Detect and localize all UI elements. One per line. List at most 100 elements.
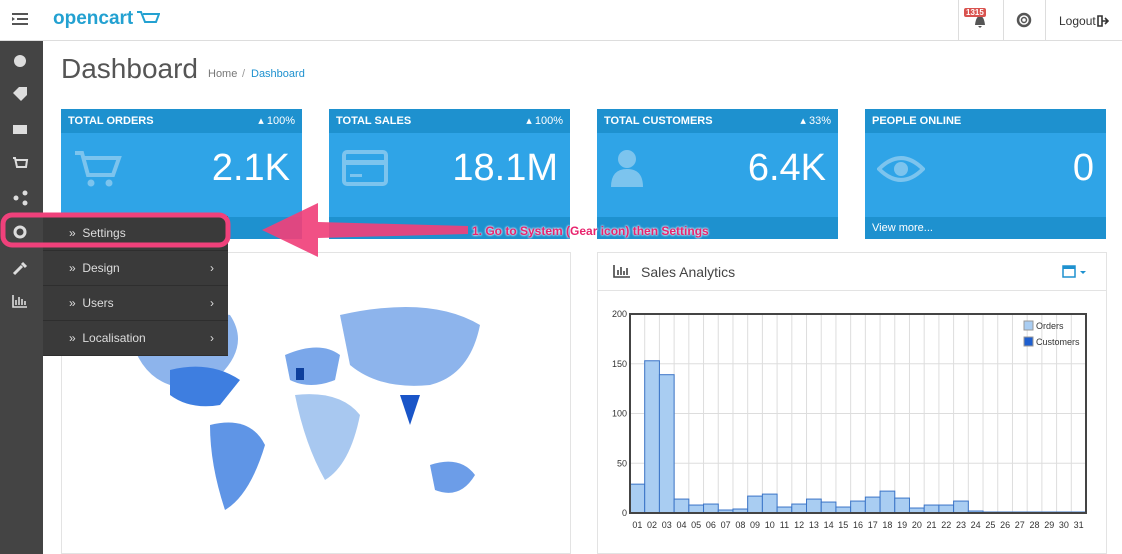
menu-item[interactable]: » Localisation › — [43, 321, 228, 356]
x-tick-label: 22 — [941, 520, 951, 530]
tile-title: TOTAL CUSTOMERS — [604, 115, 713, 127]
x-tick-label: 07 — [721, 520, 731, 530]
logo[interactable]: opencart — [53, 8, 134, 29]
x-tick-label: 20 — [912, 520, 922, 530]
x-tick-label: 14 — [824, 520, 834, 530]
x-tick-label: 12 — [794, 520, 804, 530]
card-icon — [342, 150, 388, 186]
x-tick-label: 24 — [971, 520, 981, 530]
tile-footer[interactable] — [597, 217, 838, 239]
menu-item[interactable]: » Design › — [43, 251, 228, 286]
menu-item[interactable]: » Users › — [43, 286, 228, 321]
bar — [953, 500, 969, 514]
help-icon[interactable] — [1016, 12, 1032, 28]
tile-change-value: 100% — [266, 115, 295, 127]
bar — [644, 360, 660, 514]
y-tick-label: 50 — [617, 458, 627, 468]
menu-label: Users — [82, 296, 114, 310]
divider — [958, 0, 959, 40]
tile-header: PEOPLE ONLINE — [865, 109, 1106, 133]
x-tick-label: 31 — [1074, 520, 1084, 530]
bar — [629, 483, 646, 514]
x-tick-label: 04 — [676, 520, 686, 530]
annotation-text: 1. Go to System (Gear icon) then Setting… — [472, 224, 709, 238]
bar-chart: 0 50 100 150 200 01 02 03 04 05 06 07 08 09 10 11 12 13 14… — [612, 309, 1087, 530]
y-tick-label: 100 — [612, 409, 627, 419]
notification-badge: 1315 — [964, 8, 986, 17]
bar — [894, 497, 910, 514]
legend-swatch — [1023, 336, 1034, 347]
chart-icon — [613, 265, 630, 278]
x-tick-label: 09 — [750, 520, 760, 530]
x-tick-label: 15 — [838, 520, 848, 530]
system-icon[interactable] — [13, 225, 27, 239]
tile-header: TOTAL CUSTOMERS ▴ 33% — [597, 109, 838, 133]
plot-border — [629, 313, 1087, 514]
x-tick-label: 13 — [809, 520, 819, 530]
y-tick-label: 150 — [612, 359, 627, 369]
legend-label: Customers — [1036, 337, 1080, 347]
bar — [747, 495, 763, 514]
breadcrumb-home[interactable]: Home — [208, 68, 238, 80]
bar — [850, 500, 866, 514]
share-icon[interactable] — [22, 200, 28, 206]
divider — [1045, 0, 1046, 40]
tile-change: ▴ 33% — [800, 115, 831, 127]
logout-icon — [1097, 15, 1109, 27]
tile-footer[interactable]: View more... — [865, 217, 1106, 239]
x-tick-label: 29 — [1044, 520, 1054, 530]
bar — [820, 501, 837, 514]
logo-cart — [137, 11, 160, 23]
legend-label: Orders — [1036, 321, 1064, 331]
range-picker[interactable] — [1062, 264, 1090, 280]
bell-icon[interactable] — [972, 13, 988, 29]
x-tick-label: 02 — [647, 520, 657, 530]
menu-label: Design — [82, 261, 120, 275]
catalog-icon[interactable] — [13, 87, 27, 101]
x-tick-label: 05 — [691, 520, 701, 530]
tile-title: PEOPLE ONLINE — [872, 115, 962, 127]
tools-icon[interactable] — [12, 261, 28, 276]
menu-label: Localisation — [82, 331, 146, 345]
bar — [938, 504, 955, 514]
x-tick-label: 01 — [632, 520, 642, 530]
sidebar-icons — [12, 55, 29, 308]
tile-change-value: 100% — [534, 115, 563, 127]
extensions-icon[interactable] — [13, 125, 27, 134]
bar — [791, 503, 808, 514]
user-icon — [611, 150, 643, 187]
logout[interactable]: Logout — [1059, 14, 1096, 28]
bar — [879, 490, 896, 514]
tile-change-value: 33% — [808, 115, 831, 127]
tile-title: TOTAL ORDERS — [68, 115, 154, 127]
tile-title: TOTAL SALES — [336, 115, 412, 127]
x-tick-label: 27 — [1015, 520, 1025, 530]
x-tick-label: 28 — [1030, 520, 1040, 530]
reports-icon[interactable] — [12, 295, 27, 308]
x-tick-label: 03 — [662, 520, 672, 530]
menu-toggle[interactable] — [12, 13, 30, 27]
x-tick-label: 10 — [765, 520, 775, 530]
x-tick-label: 25 — [985, 520, 995, 530]
bar — [703, 503, 719, 514]
tile: TOTAL CUSTOMERS ▴ 33% 6.4K — [597, 109, 838, 239]
x-tick-label: 17 — [868, 520, 878, 530]
tile-value: 18.1M — [452, 147, 558, 189]
cart-icon — [75, 151, 122, 187]
bar — [673, 498, 690, 514]
divider — [1003, 0, 1004, 40]
x-tick-label: 21 — [927, 520, 937, 530]
x-tick-label: 23 — [956, 520, 966, 530]
sales-icon[interactable] — [13, 157, 29, 168]
dashboard-icon[interactable] — [14, 55, 26, 67]
x-tick-label: 08 — [735, 520, 745, 530]
arrow — [262, 203, 468, 257]
bar — [806, 498, 822, 514]
tile: PEOPLE ONLINE 0 View more... — [865, 109, 1106, 239]
eye-icon — [877, 156, 925, 182]
y-tick-label: 0 — [622, 508, 627, 518]
menu-label: Settings — [82, 226, 126, 240]
x-tick-label: 11 — [780, 520, 789, 530]
breadcrumb-current[interactable]: Dashboard — [251, 68, 305, 80]
